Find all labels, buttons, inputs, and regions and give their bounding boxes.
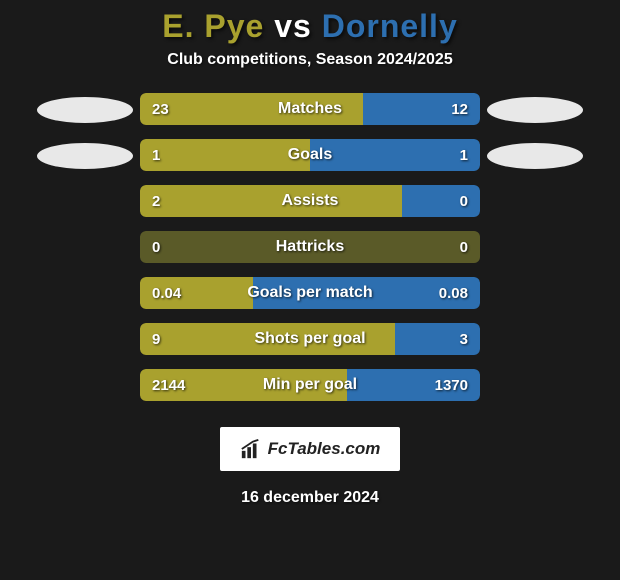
stat-bar-left (140, 323, 395, 355)
stat-bar-left (140, 231, 480, 263)
chart-icon (240, 438, 262, 460)
title-player1: E. Pye (162, 8, 264, 44)
stat-value-left: 0.04 (152, 277, 181, 309)
stat-bar-right (310, 139, 480, 171)
right-club-badge-2 (487, 143, 583, 169)
stat-rows: Matches2312Goals11Assists20Hattricks00Go… (140, 93, 480, 401)
right-badge-column (480, 93, 590, 189)
watermark-badge: FcTables.com (220, 427, 400, 471)
stat-row: Assists20 (140, 185, 480, 217)
stat-row: Min per goal21441370 (140, 369, 480, 401)
stat-value-left: 23 (152, 93, 169, 125)
date-label: 16 december 2024 (241, 489, 379, 507)
stat-row: Goals per match0.040.08 (140, 277, 480, 309)
stat-value-right: 0.08 (439, 277, 468, 309)
stat-value-left: 9 (152, 323, 160, 355)
stat-value-right: 0 (460, 231, 468, 263)
stat-value-right: 1 (460, 139, 468, 171)
stat-value-right: 12 (451, 93, 468, 125)
stat-bar-right (402, 185, 480, 217)
stat-value-right: 0 (460, 185, 468, 217)
stat-row: Goals11 (140, 139, 480, 171)
title-player2: Dornelly (322, 8, 458, 44)
stat-bar-left (140, 139, 310, 171)
title-vs: vs (274, 8, 312, 44)
watermark-text: FcTables.com (268, 439, 381, 459)
stat-row: Hattricks00 (140, 231, 480, 263)
left-club-badge-1 (37, 97, 133, 123)
stat-row: Matches2312 (140, 93, 480, 125)
stat-value-left: 2 (152, 185, 160, 217)
left-badge-column (30, 93, 140, 189)
right-club-badge-1 (487, 97, 583, 123)
stat-row: Shots per goal93 (140, 323, 480, 355)
stat-bar-left (140, 185, 402, 217)
stat-value-left: 0 (152, 231, 160, 263)
stat-value-right: 1370 (435, 369, 468, 401)
left-club-badge-2 (37, 143, 133, 169)
stat-value-left: 1 (152, 139, 160, 171)
subtitle: Club competitions, Season 2024/2025 (167, 51, 452, 69)
stats-area: Matches2312Goals11Assists20Hattricks00Go… (0, 93, 620, 427)
comparison-infographic: E. Pye vs Dornelly Club competitions, Se… (0, 0, 620, 580)
stat-value-right: 3 (460, 323, 468, 355)
stat-value-left: 2144 (152, 369, 185, 401)
page-title: E. Pye vs Dornelly (162, 8, 457, 45)
stat-bar-left (140, 93, 363, 125)
